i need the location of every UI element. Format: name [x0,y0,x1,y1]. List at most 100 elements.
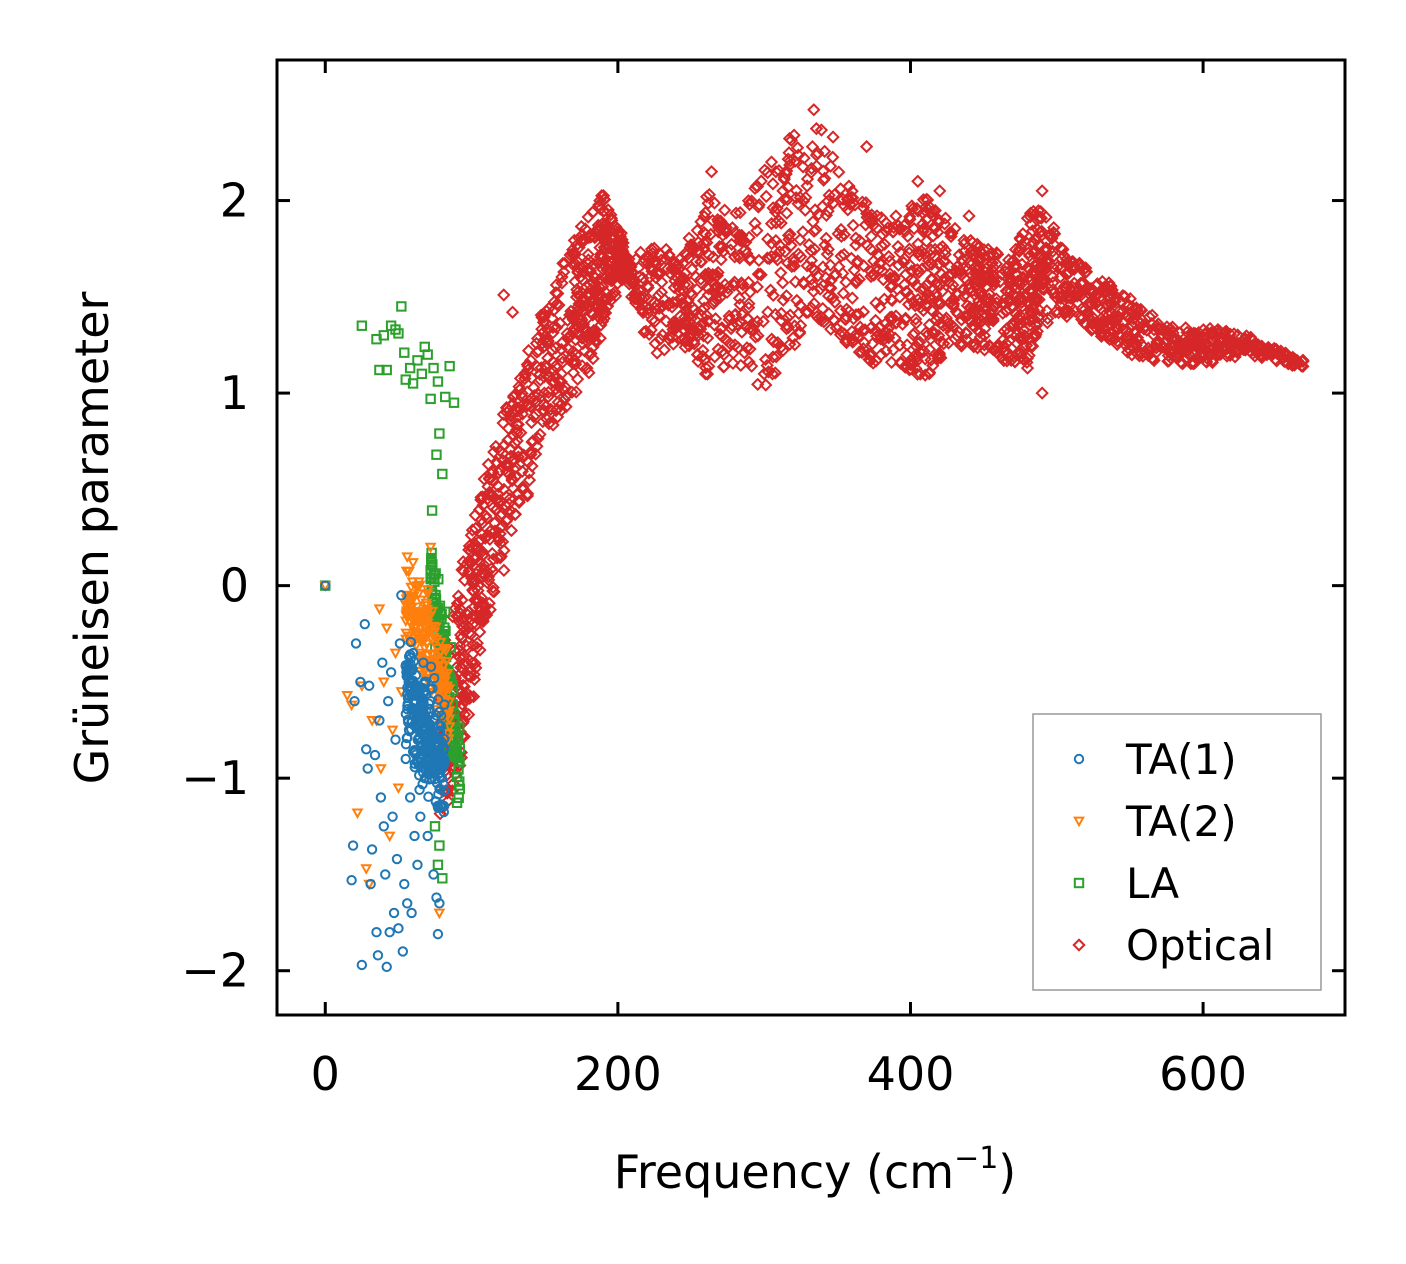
optical-point [781,180,795,194]
optical-point [469,661,483,675]
optical-point [568,256,582,270]
optical-point [530,439,544,453]
optical-point [828,313,842,328]
optical-point [696,317,710,331]
optical-point [845,291,860,305]
optical-point [722,312,736,327]
data-point [424,542,437,554]
optical-point [768,205,783,219]
x-axis-label: Frequency (cm−1) [614,1141,1017,1199]
data-point [428,627,441,639]
optical-point [1011,267,1025,282]
optical-point [562,352,576,367]
data-point [374,715,385,726]
optical-point [859,206,874,221]
y-tick-label: 0 [220,559,249,613]
optical-point [571,300,585,314]
optical-point [1140,323,1154,337]
data-point [497,288,511,302]
optical-point [466,608,480,623]
optical-point [766,201,780,215]
data-point [394,638,406,649]
data-point [366,844,378,855]
optical-point [1088,296,1103,310]
optical-point [619,257,634,271]
data-point [423,729,434,740]
optical-point [996,306,1010,320]
optical-point [698,205,713,220]
optical-point [644,242,659,256]
optical-point [922,289,937,304]
optical-point [472,555,487,569]
optical-point [1164,332,1179,346]
optical-point [730,317,745,331]
optical-point [483,524,497,538]
optical-point [884,280,898,294]
data-point [433,750,444,761]
optical-point [751,329,765,343]
data-point [405,582,418,594]
legend-entry: TA(1) [1073,735,1237,784]
optical-point [984,308,999,322]
optical-point [523,445,538,459]
data-point [414,784,425,795]
optical-point [570,314,584,328]
data-point [769,165,783,179]
optical-point [631,283,646,297]
optical-point [1093,317,1107,331]
optical-point [694,255,709,269]
optical-point [843,197,857,212]
optical-point [1022,269,1037,284]
data-point [403,676,414,688]
optical-point [922,365,937,380]
optical-point [849,276,863,290]
optical-point [1222,335,1236,349]
optical-point [750,314,764,329]
optical-point [578,222,592,236]
data-point [432,376,444,387]
data-point [421,589,434,600]
optical-point [1012,312,1027,327]
optical-point [589,296,603,311]
data-point [363,680,375,691]
optical-point [891,258,906,272]
data-point [453,792,464,804]
legend-marker [1072,938,1086,952]
optical-point [552,298,566,312]
optical-point [800,179,814,193]
data-point [440,391,451,403]
optical-point [963,300,977,315]
optical-point [475,566,490,580]
optical-point [699,361,713,375]
optical-point [919,192,934,207]
optical-point [753,267,767,281]
optical-point [847,263,861,277]
data-point [451,747,462,759]
optical-point [702,248,716,262]
optical-point [546,364,560,378]
optical-point [1112,310,1126,324]
optical-point [632,269,647,284]
data-point [414,770,425,781]
optical-point [708,312,723,326]
optical-point [738,243,752,257]
optical-point [593,193,607,208]
optical-point [877,237,892,251]
optical-point [917,344,931,358]
optical-point [812,311,826,326]
optical-point [682,231,696,245]
optical-point [807,263,821,278]
optical-point [521,359,535,373]
optical-point [855,195,870,209]
optical-point [790,293,804,308]
optical-point [721,281,735,295]
optical-point [1008,267,1023,281]
optical-point [694,215,708,229]
optical-point [961,262,975,276]
optical-point [647,241,661,255]
optical-point [776,276,790,290]
data-point [874,347,888,362]
optical-point [787,319,802,333]
optical-point [473,643,487,657]
optical-point [462,539,477,553]
